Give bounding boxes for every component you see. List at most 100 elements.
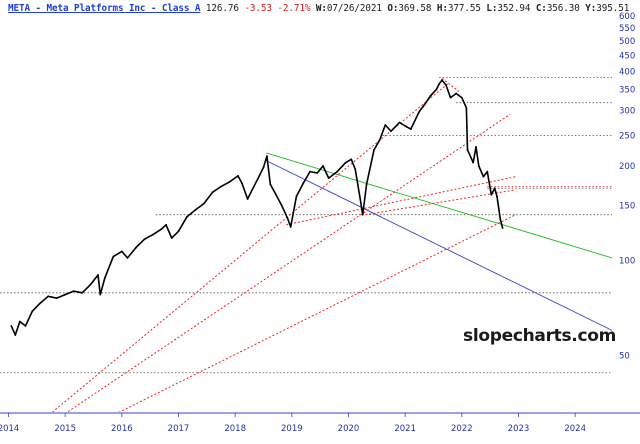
price-point [18, 320, 21, 323]
price-point [38, 302, 41, 305]
price-point [441, 79, 443, 82]
price-point [64, 293, 67, 296]
green-trendline [266, 152, 613, 259]
week-date: 07/26/2021 [326, 3, 382, 14]
x-tick-label: 2016 [111, 424, 133, 434]
quote-header: META - Meta Platforms Inc - Class A 126.… [8, 3, 629, 14]
price-point [262, 166, 265, 169]
y-tick-label: 250 [619, 132, 635, 142]
price-point [220, 185, 222, 188]
price-point [336, 170, 339, 173]
price-point [280, 204, 283, 207]
price-series-line [10, 79, 504, 336]
price-point [309, 170, 311, 173]
last-price: 126.76 [205, 3, 239, 14]
y-label: Y: [585, 3, 597, 14]
low-label: L: [486, 3, 498, 14]
price-point [365, 183, 368, 186]
price-point [445, 84, 447, 86]
price-point [228, 181, 231, 183]
price-point [31, 310, 34, 313]
y-tick-label: 400 [619, 67, 635, 77]
red-trendline [365, 189, 516, 216]
y-tick-label: 50 [619, 351, 630, 361]
price-point [186, 215, 188, 218]
y-tick-label: 150 [619, 201, 635, 211]
price-point [460, 96, 463, 99]
price-change-pct: -2.71% [277, 3, 311, 14]
price-point [72, 290, 75, 292]
price-point [302, 182, 305, 185]
red-trendline [51, 83, 448, 412]
price-point [493, 187, 496, 190]
price-point [177, 230, 180, 233]
price-point [99, 293, 102, 296]
price-point [135, 246, 137, 249]
x-tick-label: 2020 [338, 424, 360, 434]
price-point [384, 124, 387, 126]
price-point [47, 295, 50, 298]
price-point [275, 193, 277, 196]
price-point [496, 195, 498, 198]
price-point [398, 121, 401, 124]
price-point [286, 216, 289, 219]
red-trendline [118, 214, 516, 412]
price-point [251, 188, 254, 191]
close-value: 356.30 [546, 3, 580, 14]
y-tick-label: 600 [619, 12, 635, 22]
price-point [120, 250, 123, 253]
y-tick-label: 300 [619, 107, 635, 117]
price-point [466, 149, 469, 151]
x-tick-label: 2014 [0, 424, 19, 434]
price-point [89, 283, 92, 286]
y-tick-label: 500 [619, 37, 635, 47]
price-point [14, 334, 17, 336]
price-change: -3.53 [244, 3, 272, 14]
symbol-link[interactable]: META - Meta Platforms Inc - Class A [8, 3, 201, 14]
price-point [429, 94, 432, 97]
price-point [435, 88, 438, 91]
low-value: 352.94 [497, 3, 531, 14]
price-point [501, 227, 504, 229]
price-point [152, 233, 154, 236]
watermark: slopecharts.com [463, 326, 617, 346]
price-point [418, 110, 421, 113]
x-tick-label: 2018 [224, 424, 246, 434]
price-point [203, 202, 205, 205]
x-tick-label: 2022 [451, 424, 473, 434]
price-point [350, 158, 353, 161]
red-trendline [441, 77, 460, 92]
price-point [241, 182, 243, 185]
price-point [55, 297, 58, 300]
price-point [289, 226, 292, 228]
price-point [424, 103, 426, 105]
price-point [112, 255, 115, 258]
price-point [390, 130, 392, 133]
x-tick-label: 2023 [508, 424, 530, 434]
price-point [499, 218, 502, 221]
price-point [322, 165, 324, 167]
price-point [409, 128, 412, 131]
high-value: 377.55 [447, 3, 481, 14]
y-tick-label: 100 [619, 257, 635, 267]
y-tick-label: 450 [619, 51, 635, 61]
price-point [482, 175, 485, 178]
y-tick-label: 550 [619, 24, 635, 34]
week-label: W: [315, 3, 327, 14]
price-point [449, 96, 452, 99]
price-point [354, 168, 357, 171]
price-point [486, 170, 489, 173]
close-label: C: [535, 3, 547, 14]
blue-trendline [266, 160, 613, 331]
price-point [361, 213, 364, 216]
price-point [97, 274, 99, 276]
price-point [327, 177, 330, 180]
price-point [24, 324, 27, 327]
x-tick-label: 2017 [168, 424, 190, 434]
price-point [475, 146, 477, 148]
price-point [358, 195, 361, 198]
price-point [465, 107, 468, 109]
price-point [256, 177, 259, 180]
